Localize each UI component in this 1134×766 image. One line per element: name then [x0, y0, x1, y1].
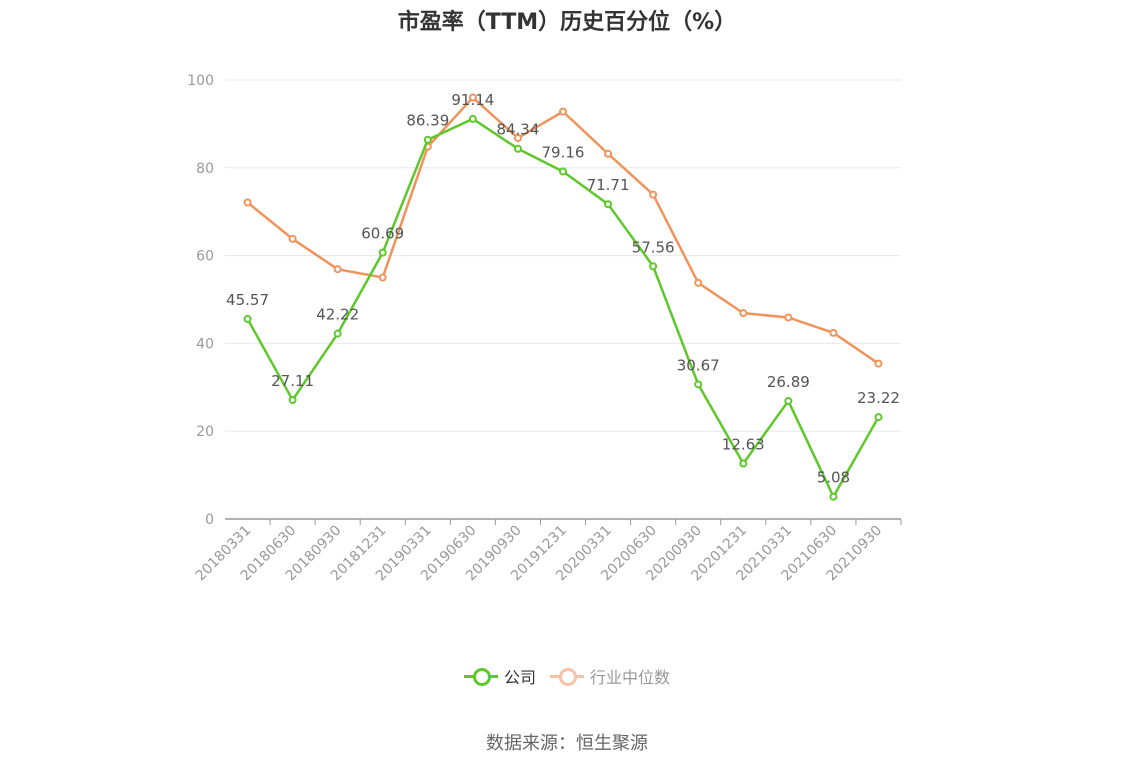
legend: 公司 行业中位数 — [0, 664, 1134, 688]
data-point-1-14[interactable] — [874, 359, 883, 368]
data-point-0-1[interactable] — [288, 395, 297, 404]
data-point-0-3[interactable] — [378, 248, 387, 257]
data-label-0-3: 60.69 — [361, 225, 404, 243]
legend-swatch-industry-median — [550, 667, 584, 686]
legend-label-company: 公司 — [503, 668, 536, 687]
data-point-0-8[interactable] — [604, 200, 613, 209]
data-point-0-9[interactable] — [649, 262, 658, 271]
data-point-1-0[interactable] — [243, 198, 252, 207]
data-label-0-13: 5.08 — [817, 469, 850, 487]
data-point-1-12[interactable] — [784, 313, 793, 322]
y-tick-label-1: 20 — [196, 424, 214, 440]
data-point-0-0[interactable] — [243, 314, 252, 323]
data-label-0-12: 26.89 — [767, 373, 810, 391]
x-axis: 2018033120180630201809302018123120190331… — [193, 518, 902, 584]
y-tick-label-4: 80 — [196, 161, 214, 177]
data-label-0-2: 42.22 — [316, 306, 359, 324]
data-point-1-7[interactable] — [559, 107, 567, 116]
data-label-0-6: 84.34 — [496, 121, 539, 139]
y-tick-label-2: 40 — [196, 336, 214, 352]
data-point-0-6[interactable] — [513, 144, 522, 153]
chart-plot: 0 20 40 60 80 100 201803312018063020180930201… — [187, 73, 902, 584]
legend-item-industry-median[interactable]: 行业中位数 — [550, 664, 670, 688]
data-point-0-13[interactable] — [829, 492, 838, 501]
data-point-1-2[interactable] — [333, 265, 342, 274]
legend-label-industry-median: 行业中位数 — [590, 668, 671, 687]
data-point-1-13[interactable] — [829, 328, 838, 337]
y-axis: 0 20 40 60 80 100 — [187, 73, 214, 528]
data-point-1-8[interactable] — [604, 149, 613, 158]
data-source-note: 数据来源：恒生聚源 — [486, 733, 648, 754]
series-lines — [243, 93, 883, 501]
data-point-0-14[interactable] — [874, 413, 883, 422]
data-label-0-8: 71.71 — [587, 176, 630, 194]
data-point-1-1[interactable] — [288, 234, 297, 243]
data-label-0-9: 57.56 — [632, 238, 675, 256]
chart-title: 市盈率（TTM）历史百分位（%） — [397, 10, 737, 35]
data-label-0-5: 91.14 — [451, 91, 494, 109]
data-point-1-5[interactable] — [468, 93, 477, 102]
data-label-0-4: 86.39 — [406, 112, 449, 130]
data-point-0-5[interactable] — [468, 114, 477, 123]
data-point-0-2[interactable] — [333, 329, 342, 338]
data-label-0-10: 30.67 — [677, 356, 720, 374]
data-label-0-14: 23.22 — [857, 389, 900, 407]
data-point-0-12[interactable] — [784, 396, 793, 405]
data-point-1-6[interactable] — [513, 133, 522, 142]
data-point-0-4[interactable] — [423, 135, 432, 144]
data-label-0-7: 79.16 — [542, 143, 585, 161]
data-point-1-3[interactable] — [378, 273, 387, 282]
data-label-0-11: 12.63 — [722, 436, 765, 454]
legend-item-company[interactable]: 公司 — [463, 664, 536, 688]
legend-swatch-company — [463, 667, 498, 686]
data-point-1-9[interactable] — [649, 190, 658, 199]
y-tick-label-5: 100 — [187, 73, 214, 89]
data-label-0-0: 45.57 — [226, 291, 269, 309]
data-point-0-11[interactable] — [739, 459, 748, 468]
y-tick-label-3: 60 — [196, 249, 214, 265]
y-tick-label-0: 0 — [205, 512, 214, 528]
data-point-1-11[interactable] — [739, 309, 748, 318]
data-labels: 45.57 27.11 42.22 60.69 86.3991.1484.3479.16… — [226, 91, 900, 487]
data-point-0-10[interactable] — [694, 380, 703, 389]
data-point-0-7[interactable] — [559, 167, 567, 176]
data-point-1-10[interactable] — [694, 278, 703, 287]
data-label-0-1: 27.11 — [271, 372, 314, 390]
